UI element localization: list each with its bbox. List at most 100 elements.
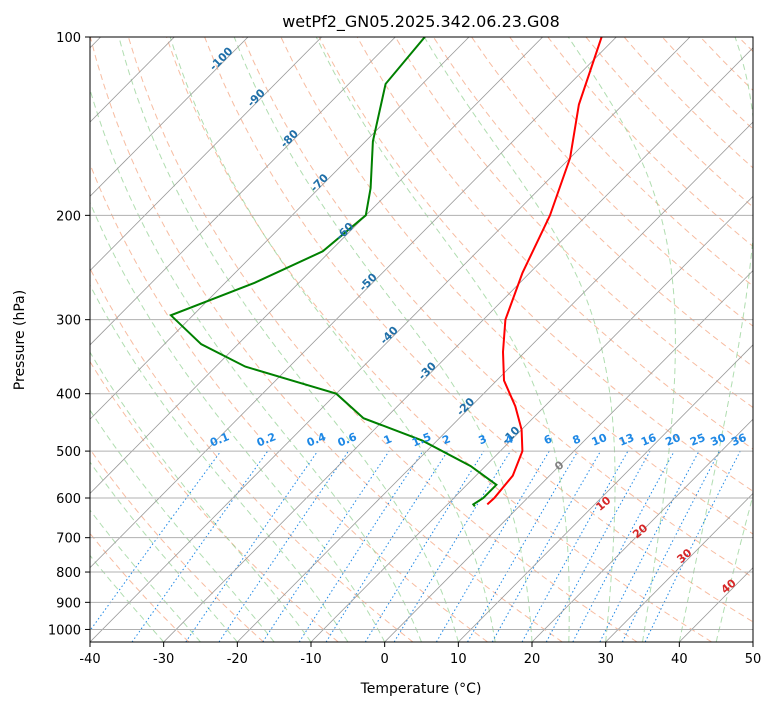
moist-adiabat-line xyxy=(90,409,275,642)
x-tick-label: -10 xyxy=(300,652,321,667)
isotherm-line xyxy=(90,37,249,197)
dry-adiabat-line xyxy=(90,267,414,642)
mixing-ratio-line xyxy=(521,450,629,642)
mixing-ratio-label: 1 xyxy=(382,432,394,447)
moist-adiabat-line xyxy=(715,493,753,642)
moist-adiabat-line xyxy=(678,37,753,642)
dewpoint-profile-line xyxy=(169,37,498,508)
dry-adiabat-line xyxy=(318,37,753,492)
mixing-ratio-label: 8 xyxy=(571,432,583,447)
moist-adiabat-line xyxy=(169,37,496,642)
dry-adiabat-line xyxy=(204,37,753,623)
isotherm-line xyxy=(531,418,753,642)
isotherm-line xyxy=(90,37,396,346)
x-tick-label: 0 xyxy=(381,652,389,667)
mixing-ratio-line xyxy=(90,450,222,632)
isotherm-line xyxy=(90,37,543,495)
y-tick-label: 600 xyxy=(56,492,81,507)
dry-adiabat-line xyxy=(90,37,563,642)
mixing-ratio-line xyxy=(218,450,349,642)
mixing-ratio-label: 10 xyxy=(590,431,609,449)
x-axis-title: Temperature (°C) xyxy=(360,681,482,697)
x-tick-label: -30 xyxy=(153,652,174,667)
moist-adiabat-line xyxy=(90,509,201,642)
mixing-ratio-label: 13 xyxy=(617,431,636,449)
series-layer xyxy=(169,37,603,508)
x-tick-label: -40 xyxy=(79,652,100,667)
mixing-ratio-line xyxy=(325,450,449,642)
moist-adiabat-line xyxy=(315,37,570,642)
y-tick-label: 700 xyxy=(56,532,81,547)
axis-layer: -40 -30 -20 -10 0 10 20 30 40 50 100 200 300 400 500 60… xyxy=(48,31,761,667)
isotherm-line xyxy=(90,37,470,420)
mixing-ratio-line xyxy=(393,450,511,642)
mixing-ratio-line xyxy=(572,450,675,642)
mixing-ratio-line xyxy=(185,450,319,642)
dry-adiabat-line xyxy=(90,448,264,642)
y-tick-label: 300 xyxy=(56,314,81,329)
isotherm-line xyxy=(752,641,753,642)
mixing-ratio-label: 20 xyxy=(663,431,682,449)
x-tick-label: -20 xyxy=(227,652,248,667)
x-tick-label: 50 xyxy=(745,652,762,667)
y-tick-label: 400 xyxy=(56,388,81,403)
isotherm-line xyxy=(310,195,753,642)
isotherm-line xyxy=(90,37,617,569)
dry-adiabat-line xyxy=(242,37,753,579)
dry-adiabat-line xyxy=(432,37,753,368)
background-lines xyxy=(90,37,753,642)
isotherm-line xyxy=(237,121,753,642)
mixing-ratio-label: 25 xyxy=(688,431,707,449)
dry-adiabat-line xyxy=(509,37,753,287)
dry-adiabat-line xyxy=(280,37,753,535)
x-tick-label: 20 xyxy=(524,652,541,667)
temperature-profile-line xyxy=(486,37,603,506)
mixing-ratio-line xyxy=(545,450,651,642)
y-tick-label: 1000 xyxy=(48,623,81,638)
mixing-ratio-line xyxy=(262,450,390,642)
isotherm-line xyxy=(163,47,753,642)
mixing-ratio-label: 16 xyxy=(639,431,658,449)
isotherm-line xyxy=(90,37,322,272)
isotherm-line xyxy=(605,492,753,642)
moist-adiabat-line xyxy=(90,554,165,642)
y-tick-label: 100 xyxy=(56,31,81,46)
dry-adiabat-line xyxy=(356,37,753,450)
mixing-ratio-line xyxy=(298,450,424,642)
x-tick-label: 40 xyxy=(671,652,688,667)
dry-adiabat-line xyxy=(394,37,753,409)
mixing-ratio-line xyxy=(644,450,741,642)
y-tick-label: 200 xyxy=(56,209,81,224)
mixing-ratio-label: 3 xyxy=(477,432,489,447)
moist-adiabat-line xyxy=(90,284,349,642)
x-tick-label: 10 xyxy=(450,652,467,667)
moist-adiabat-line xyxy=(233,37,533,642)
dry-adiabat-line xyxy=(90,360,339,642)
mixing-ratio-label: 36 xyxy=(729,431,748,449)
moist-adiabat-line xyxy=(90,201,386,642)
y-tick-label: 900 xyxy=(56,596,81,611)
dry-adiabat-line xyxy=(127,37,638,642)
isotherm-line xyxy=(458,344,753,642)
moist-adiabat-line xyxy=(90,461,238,642)
mixing-ratio-line xyxy=(621,450,720,642)
moist-adiabat-line xyxy=(90,87,422,642)
mixing-ratio-label: 30 xyxy=(709,431,728,449)
mixing-ratio-label: 2 xyxy=(440,432,452,447)
y-tick-label: 800 xyxy=(56,566,81,581)
isotherm-line xyxy=(90,37,691,642)
y-tick-label: 500 xyxy=(56,445,81,460)
moist-adiabat-line xyxy=(423,37,616,642)
mixing-ratio-line xyxy=(364,450,485,642)
y-axis-title: Pressure (hPa) xyxy=(12,290,28,390)
moist-adiabat-line xyxy=(567,37,676,642)
dry-adiabat-line xyxy=(166,37,712,642)
plot-background xyxy=(90,37,753,642)
plot-frame xyxy=(89,36,754,643)
chart-title: wetPf2_GN05.2025.342.06.23.G08 xyxy=(282,12,560,32)
dry-adiabat-line xyxy=(471,37,753,327)
isotherm-line xyxy=(384,270,753,642)
moist-adiabat-line xyxy=(118,37,459,642)
x-tick-label: 30 xyxy=(597,652,614,667)
